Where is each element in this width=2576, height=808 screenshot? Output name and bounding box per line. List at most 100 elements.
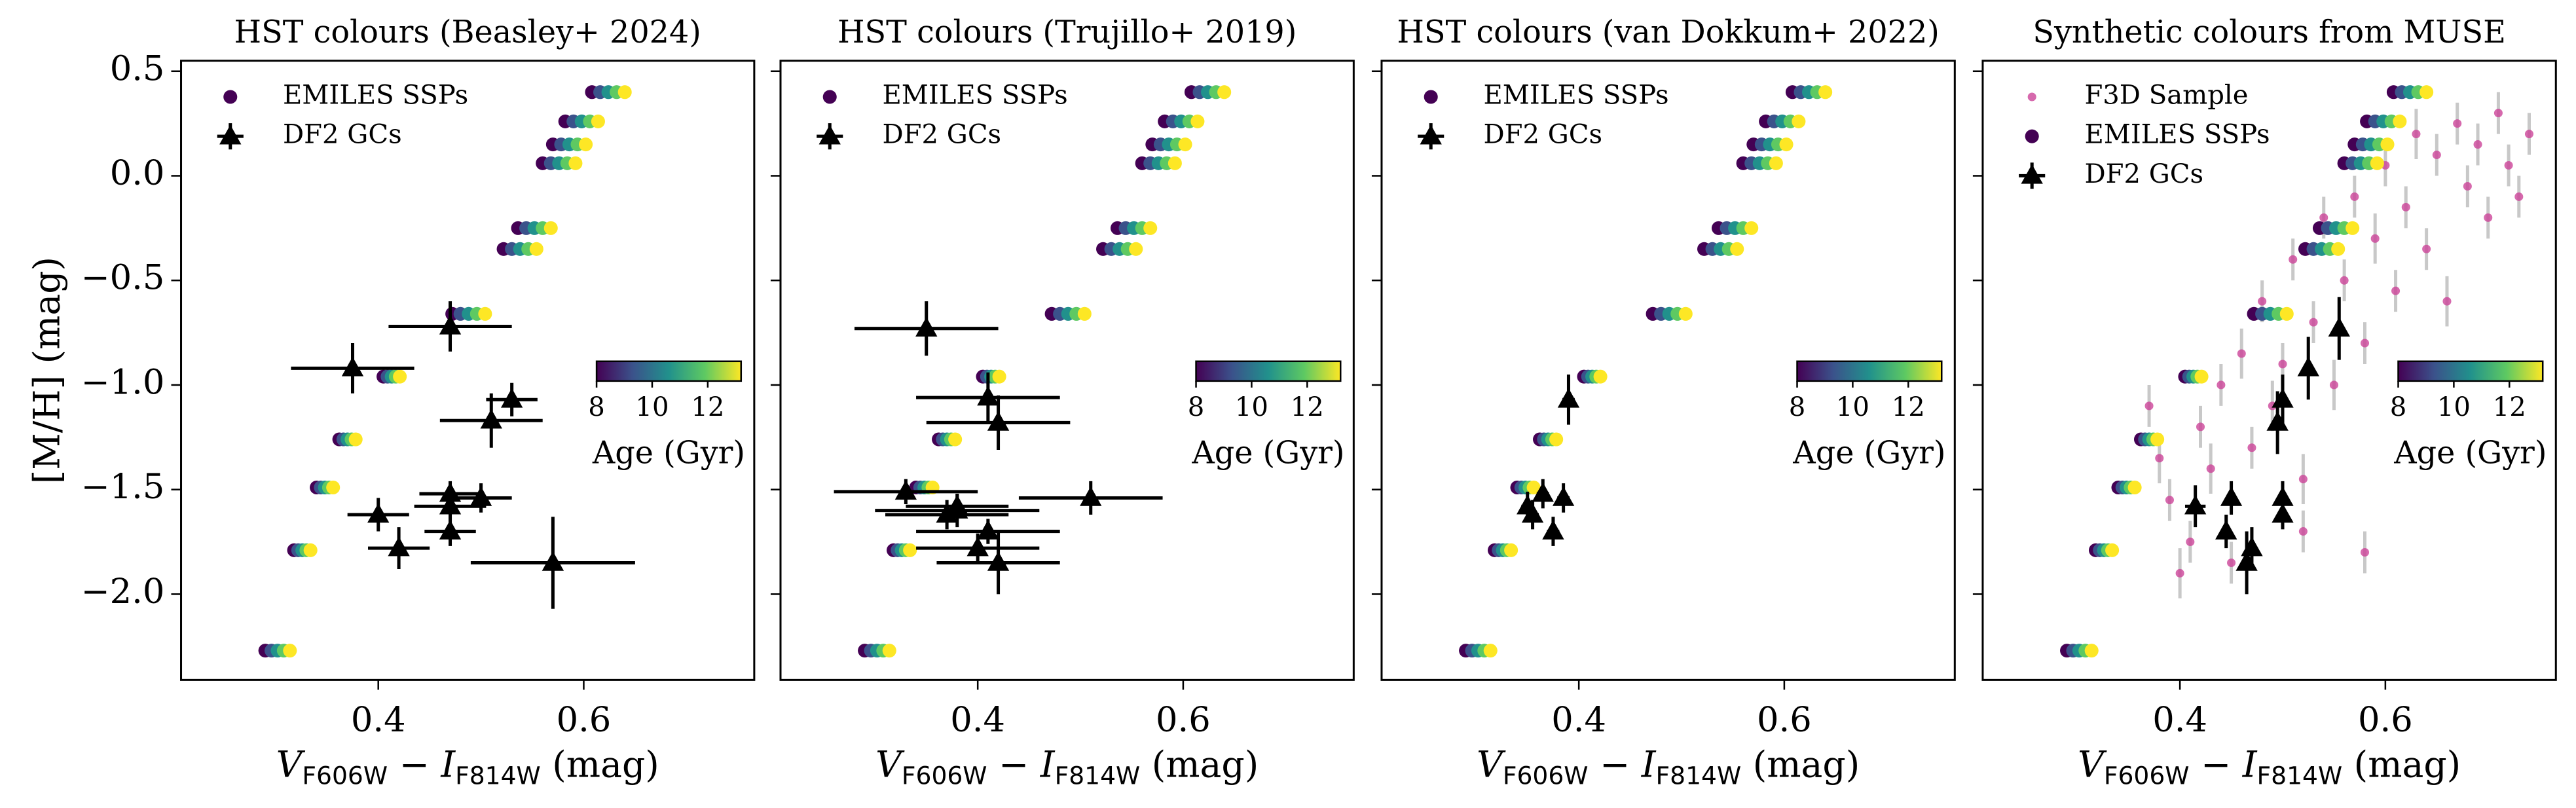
ssp-point bbox=[1730, 242, 1744, 256]
gc-marker bbox=[2184, 494, 2207, 515]
ssp-point bbox=[1779, 138, 1794, 152]
ssp-point bbox=[1744, 221, 1759, 235]
ssp-point bbox=[478, 306, 492, 321]
gc-marker bbox=[439, 520, 462, 540]
ssp-point bbox=[2279, 306, 2294, 321]
gc-marker bbox=[1552, 486, 1575, 506]
x-axis-label-part: − bbox=[388, 744, 441, 786]
sample-point bbox=[2155, 454, 2164, 463]
ssp-point bbox=[903, 543, 917, 557]
x-axis-label-part: F606W bbox=[902, 761, 987, 790]
sample-point bbox=[2514, 192, 2524, 201]
ssp-point bbox=[1526, 480, 1541, 495]
sample-point bbox=[2432, 151, 2441, 160]
x-axis-label-part: F606W bbox=[1503, 761, 1589, 790]
x-axis-label: VF606W − IF814W (mag) bbox=[875, 744, 1259, 790]
sample-point bbox=[2217, 380, 2226, 390]
colorbar bbox=[1195, 360, 1342, 382]
ssp-point bbox=[579, 138, 593, 152]
colorbar-tick-label: 12 bbox=[1892, 392, 1925, 422]
ssp-point bbox=[591, 114, 605, 128]
x-axis-label-part: (mag) bbox=[2342, 744, 2461, 786]
ssp-point bbox=[1593, 369, 1608, 384]
x-axis-label-part: F814W bbox=[1656, 761, 1742, 790]
gc-marker bbox=[2236, 551, 2258, 571]
ssp-point bbox=[1549, 432, 1564, 447]
legend-label: DF2 GCs bbox=[1483, 120, 1602, 150]
sample-point bbox=[2175, 568, 2184, 578]
gc-marker bbox=[2297, 356, 2319, 376]
gc-marker bbox=[987, 411, 1010, 431]
sample-point bbox=[2391, 286, 2401, 295]
x-axis-label-part: I bbox=[1641, 744, 1657, 786]
legend-marker bbox=[223, 90, 238, 104]
panel-title: Synthetic colours from MUSE bbox=[2033, 14, 2506, 50]
gc-marker bbox=[2266, 411, 2289, 431]
ssp-point bbox=[543, 221, 558, 235]
ssp-point bbox=[1483, 644, 1498, 658]
ssp-point bbox=[2105, 543, 2120, 557]
panel-title: HST colours (van Dokkum+ 2022) bbox=[1397, 14, 1940, 50]
ssp-point bbox=[1504, 543, 1518, 557]
sample-point bbox=[2412, 130, 2421, 139]
sample-point bbox=[2463, 181, 2472, 191]
panel: HST colours (van Dokkum+ 2022)0.4 0.6VF60… bbox=[1371, 14, 1956, 790]
gc-marker bbox=[1542, 520, 1564, 540]
ssp-point bbox=[2150, 432, 2165, 447]
sample-point bbox=[2278, 359, 2287, 369]
sample-point bbox=[2360, 339, 2370, 348]
gc-marker bbox=[388, 536, 410, 557]
legend-marker bbox=[2027, 92, 2036, 101]
colorbar-tick-label: 12 bbox=[691, 392, 724, 422]
sample-point bbox=[2165, 496, 2174, 505]
ssp-point bbox=[1818, 85, 1833, 100]
gc-marker bbox=[915, 317, 938, 337]
gc-marker bbox=[341, 356, 364, 376]
gc-marker bbox=[439, 314, 462, 335]
panel: HST colours (Trujillo+ 2019)0.4 0.6VF606W… bbox=[770, 14, 1355, 790]
legend-label: F3D Sample bbox=[2084, 80, 2248, 110]
sample-point bbox=[2227, 558, 2236, 567]
ssp-point bbox=[1792, 114, 1806, 128]
plot-area bbox=[258, 85, 635, 658]
ssp-point bbox=[393, 369, 407, 384]
x-axis-label-part: F814W bbox=[2257, 761, 2343, 790]
colorbar-tick-label: 12 bbox=[2493, 392, 2526, 422]
x-axis-label-part: V bbox=[2078, 744, 2107, 786]
ssp-point bbox=[1168, 156, 1182, 170]
ssp-point bbox=[2084, 644, 2099, 658]
x-axis-label-part: F814W bbox=[1055, 761, 1141, 790]
legend-marker bbox=[822, 90, 837, 104]
gc-marker bbox=[2272, 486, 2294, 506]
colorbar-tick-label: 10 bbox=[1836, 392, 1869, 422]
ssp-point bbox=[1190, 114, 1205, 128]
colorbar bbox=[2397, 360, 2544, 382]
ssp-point bbox=[529, 242, 543, 256]
x-tick-label: 0.6 bbox=[1757, 700, 1812, 740]
legend-marker bbox=[2021, 164, 2043, 184]
sample-point bbox=[2442, 297, 2452, 306]
axes-frame bbox=[1380, 60, 1956, 681]
legend-label: EMILES SSPs bbox=[2084, 120, 2270, 150]
gc-marker bbox=[367, 503, 390, 523]
ssp-point bbox=[1077, 306, 1092, 321]
legend-marker bbox=[219, 124, 242, 145]
gc-marker bbox=[936, 503, 958, 523]
axes-frame bbox=[1981, 60, 2557, 681]
sample-point bbox=[2309, 318, 2318, 327]
x-tick-label: 0.4 bbox=[950, 700, 1005, 740]
sample-point bbox=[2298, 475, 2308, 484]
sample-point bbox=[2340, 276, 2349, 285]
gc-marker bbox=[946, 494, 968, 515]
gc-marker bbox=[469, 486, 492, 506]
colorbar-tick-label: 8 bbox=[1789, 392, 1806, 422]
sample-point bbox=[2453, 119, 2462, 128]
sample-point bbox=[2186, 538, 2195, 547]
gc-marker bbox=[2220, 486, 2243, 506]
ssp-point bbox=[2346, 221, 2360, 235]
sample-point bbox=[2484, 213, 2493, 222]
x-axis-label: VF606W − IF814W (mag) bbox=[1477, 744, 1860, 790]
y-axis-label: [M/H] (mag) bbox=[26, 257, 68, 484]
sample-point bbox=[2360, 547, 2370, 557]
gc-marker bbox=[977, 520, 999, 540]
